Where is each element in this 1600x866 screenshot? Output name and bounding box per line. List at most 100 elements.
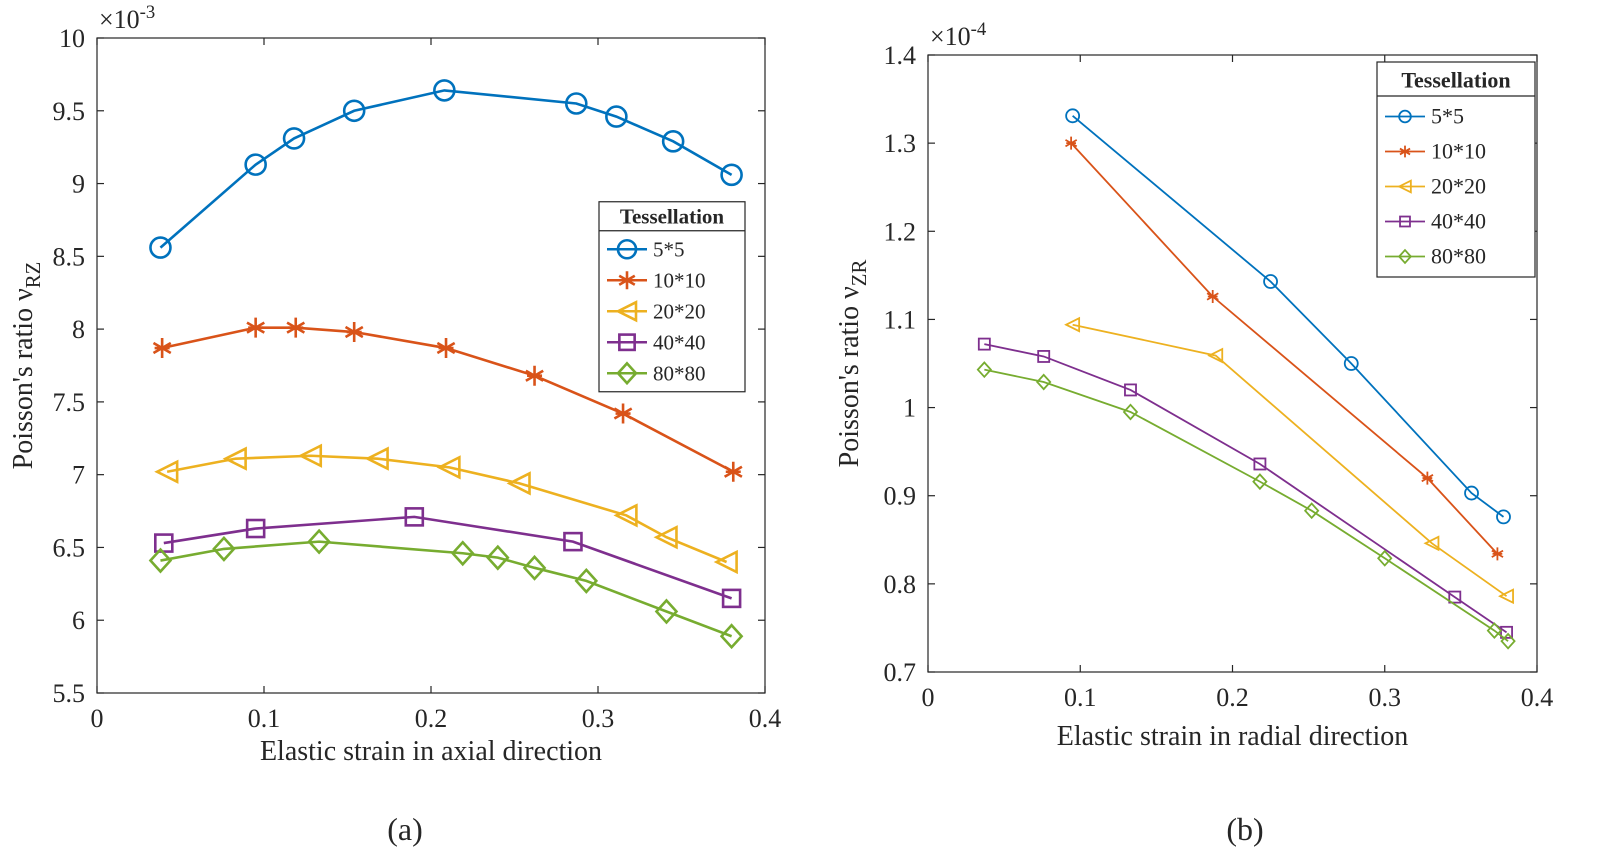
y-tick-label: 7: [72, 461, 85, 490]
marker: [148, 547, 173, 574]
y-tick-label: 1.1: [884, 305, 917, 334]
legend-label: 80*80: [653, 361, 706, 385]
y-tick-label: 1.3: [884, 129, 917, 158]
marker: [1252, 473, 1268, 491]
marker: [654, 598, 679, 625]
legend-box: [1376, 61, 1536, 278]
y-axis-label: Poisson's ratio νZR: [834, 260, 871, 468]
x-tick-label: 0.1: [1064, 683, 1097, 712]
y-tick-label: 5.5: [53, 679, 86, 708]
multiplier-base: ×10: [99, 5, 140, 34]
marker: [563, 531, 583, 552]
marker: [1500, 625, 1513, 639]
marker: [564, 92, 588, 115]
marker: [1065, 136, 1078, 150]
legend-label: 5*5: [1431, 104, 1464, 129]
series-line: [159, 89, 733, 249]
series-line: [163, 515, 733, 600]
series-line: [1070, 142, 1499, 555]
series-line: [160, 540, 733, 638]
marker: [1065, 108, 1081, 124]
marker: [613, 503, 638, 528]
marker: [1037, 350, 1051, 363]
legend-marker: [616, 361, 638, 386]
multiplier-base: ×10: [930, 22, 971, 51]
marker: [297, 443, 323, 468]
series-line: [984, 368, 1509, 642]
marker: [653, 525, 678, 550]
legend-marker: [1399, 145, 1411, 158]
marker: [149, 236, 172, 259]
series-line: [984, 343, 1508, 634]
y-label-main: Poisson's ratio ν: [8, 288, 39, 469]
y-tick-label: 8.5: [53, 242, 86, 271]
legend-title: Tessellation: [620, 205, 725, 229]
y-tick-label: 0.7: [884, 658, 917, 687]
legend-marker: [618, 271, 636, 290]
y-label-subscript: RZ: [22, 262, 45, 289]
marker: [212, 535, 236, 562]
legend-marker: [1397, 179, 1412, 194]
marker: [661, 130, 685, 153]
legend-label: 20*20: [653, 299, 706, 323]
axis-multiplier: ×10-3: [99, 2, 155, 34]
series-line: [166, 454, 728, 564]
legend-label: 10*10: [653, 268, 706, 292]
y-tick-label: 1.2: [884, 217, 917, 246]
marker: [1464, 485, 1479, 501]
legend-label: 40*40: [653, 330, 706, 354]
y-label-subscript: ZR: [848, 260, 871, 287]
marker: [522, 554, 547, 581]
legend-box: [598, 201, 746, 393]
x-axis-label: Elastic strain in radial direction: [1057, 721, 1408, 752]
marker: [486, 544, 510, 571]
marker: [525, 365, 544, 386]
marker: [1263, 274, 1278, 289]
panel-caption: (a): [387, 811, 423, 847]
legend-label: 5*5: [653, 237, 685, 261]
legend-marker: [618, 333, 636, 352]
marker: [1448, 590, 1462, 604]
legend-label: 80*80: [1431, 244, 1486, 269]
marker: [246, 317, 265, 338]
x-tick-label: 0.2: [1216, 683, 1249, 712]
legend-label: 40*40: [1431, 209, 1486, 234]
y-tick-label: 9: [72, 170, 85, 199]
y-tick-label: 10: [59, 24, 85, 53]
marker: [1253, 457, 1267, 471]
legend: Tessellation 5*5 10*10 20*20 40*40 80*80: [1376, 61, 1536, 278]
marker: [154, 459, 179, 484]
marker: [1122, 403, 1139, 421]
marker: [1498, 588, 1514, 605]
marker: [450, 540, 475, 567]
marker: [721, 588, 742, 609]
x-tick-label: 0.1: [248, 704, 281, 733]
legend: Tessellation 5*5 10*10 20*20 40*40 80*80: [598, 201, 746, 393]
marker: [723, 461, 743, 482]
marker: [1124, 383, 1137, 397]
x-tick-label: 0: [922, 683, 935, 712]
legend-marker: [615, 300, 638, 323]
multiplier-exponent: -4: [971, 19, 987, 40]
marker: [1496, 509, 1511, 525]
y-tick-label: 6: [72, 606, 85, 635]
y-tick-label: 6.5: [53, 533, 86, 562]
marker: [605, 105, 628, 128]
axis-multiplier: ×10-4: [930, 19, 987, 51]
marker: [506, 471, 531, 496]
series-line: [1072, 115, 1505, 518]
series-line: [1072, 323, 1508, 597]
marker: [1486, 622, 1503, 640]
marker: [282, 127, 306, 150]
marker: [342, 99, 366, 123]
marker: [1421, 471, 1434, 485]
legend-label: 10*10: [1431, 139, 1486, 164]
y-tick-label: 7.5: [53, 388, 86, 417]
legend-label: 20*20: [1431, 174, 1486, 199]
marker: [222, 446, 247, 471]
y-tick-label: 0.9: [884, 482, 917, 511]
marker: [244, 153, 267, 176]
marker: [1423, 535, 1440, 552]
panel-caption: (b): [1226, 811, 1263, 847]
